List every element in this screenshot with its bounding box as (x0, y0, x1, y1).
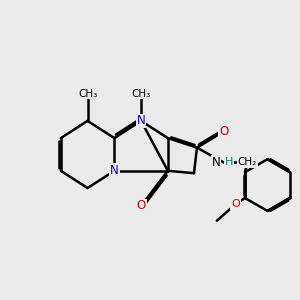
Text: N: N (212, 156, 221, 169)
Text: O: O (219, 125, 228, 138)
Text: CH₃: CH₃ (131, 88, 151, 98)
Text: CH₃: CH₃ (78, 88, 97, 98)
Text: N: N (137, 114, 146, 128)
Text: O: O (231, 199, 240, 209)
Text: CH₂: CH₂ (238, 158, 257, 167)
Text: N: N (110, 164, 119, 177)
Text: O: O (136, 200, 146, 212)
Text: H: H (225, 158, 233, 167)
